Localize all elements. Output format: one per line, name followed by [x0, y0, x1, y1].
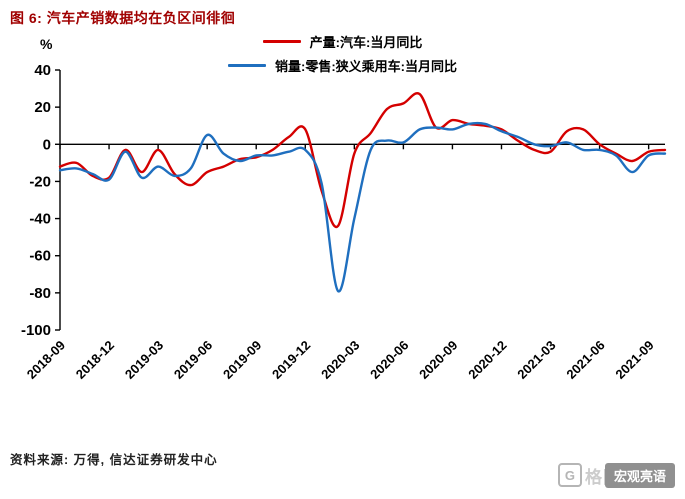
y-tick-label: -60 — [29, 248, 51, 265]
series-line-sales — [58, 121, 667, 293]
x-tick-label: 2020-06 — [367, 338, 411, 382]
x-tick-label: 2019-03 — [122, 338, 166, 382]
x-tick-label: 2019-12 — [269, 338, 313, 382]
x-tick-label: 2020-03 — [318, 338, 362, 382]
figure-header: 图 6: 汽车产销数据均在负区间徘徊 — [10, 8, 235, 28]
x-tick-label: 2020-12 — [465, 338, 509, 382]
x-tick-label: 2019-06 — [171, 338, 215, 382]
x-tick-label: 2018-12 — [73, 338, 117, 382]
figure-title: 图 6: 汽车产销数据均在负区间徘徊 — [10, 10, 236, 26]
y-tick-label: 0 — [43, 136, 51, 153]
watermark: G 格隆汇 宏观亮语 — [557, 462, 675, 488]
y-tick-label: -40 — [29, 211, 51, 228]
y-axis-unit-label: % — [40, 36, 53, 52]
watermark-logo-icon: G — [557, 463, 582, 487]
legend-item-production: 产量:汽车:当月同比 — [262, 32, 423, 51]
series-line-production — [58, 92, 667, 229]
y-tick-label: -20 — [29, 173, 51, 190]
y-tick-label: 40 — [34, 62, 51, 79]
x-tick-label: 2021-06 — [563, 338, 607, 382]
watermark-badge: 宏观亮语 — [604, 462, 675, 488]
x-tick-label: 2021-09 — [612, 338, 656, 382]
x-tick-label: 2019-09 — [220, 338, 264, 382]
x-tick-label: 2018-09 — [24, 338, 68, 382]
y-tick-label: -80 — [29, 285, 51, 302]
y-tick-label: -100 — [21, 322, 51, 339]
x-tick-label: 2020-09 — [416, 338, 460, 382]
y-tick-label: 20 — [34, 99, 51, 116]
source-note: 资料来源: 万得, 信达证券研发中心 — [10, 453, 218, 467]
legend-line-swatch-red — [262, 40, 301, 43]
x-tick-label: 2021-03 — [514, 338, 558, 382]
legend-label-production: 产量:汽车:当月同比 — [309, 35, 423, 50]
